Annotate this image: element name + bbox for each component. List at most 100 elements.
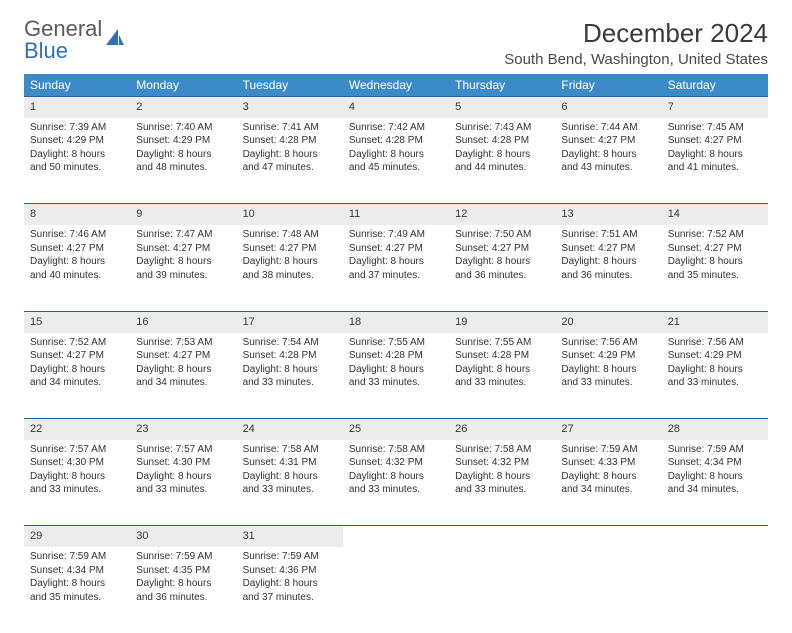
sunrise-text: Sunrise: 7:43 AM <box>455 121 549 135</box>
empty-cell <box>662 526 768 547</box>
day-number: 25 <box>349 423 361 435</box>
day-details-cell: Sunrise: 7:48 AMSunset: 4:27 PMDaylight:… <box>237 225 343 311</box>
day-number: 8 <box>30 208 36 220</box>
daylight-text: Daylight: 8 hours and 33 minutes. <box>243 470 337 497</box>
day-number-cell: 27 <box>555 419 661 440</box>
day-number-cell: 2 <box>130 97 236 118</box>
day-number-cell: 5 <box>449 97 555 118</box>
day-number: 13 <box>561 208 573 220</box>
day-details-cell: Sunrise: 7:57 AMSunset: 4:30 PMDaylight:… <box>24 440 130 526</box>
day-number: 14 <box>668 208 680 220</box>
day-details-cell: Sunrise: 7:58 AMSunset: 4:32 PMDaylight:… <box>449 440 555 526</box>
day-details-cell: Sunrise: 7:58 AMSunset: 4:32 PMDaylight:… <box>343 440 449 526</box>
day-number: 9 <box>136 208 142 220</box>
sunrise-text: Sunrise: 7:59 AM <box>668 443 762 457</box>
sunrise-text: Sunrise: 7:50 AM <box>455 228 549 242</box>
weekday-header: Monday <box>130 74 236 97</box>
sunrise-text: Sunrise: 7:47 AM <box>136 228 230 242</box>
daylight-text: Daylight: 8 hours and 37 minutes. <box>349 255 443 282</box>
sunset-text: Sunset: 4:29 PM <box>30 134 124 148</box>
sunset-text: Sunset: 4:28 PM <box>455 134 549 148</box>
sunset-text: Sunset: 4:29 PM <box>136 134 230 148</box>
sunrise-text: Sunrise: 7:59 AM <box>30 550 124 564</box>
sunrise-text: Sunrise: 7:39 AM <box>30 121 124 135</box>
sunrise-text: Sunrise: 7:48 AM <box>243 228 337 242</box>
day-details-cell: Sunrise: 7:52 AMSunset: 4:27 PMDaylight:… <box>662 225 768 311</box>
day-details-cell: Sunrise: 7:59 AMSunset: 4:33 PMDaylight:… <box>555 440 661 526</box>
sunset-text: Sunset: 4:34 PM <box>668 456 762 470</box>
sunset-text: Sunset: 4:35 PM <box>136 564 230 578</box>
day-number: 4 <box>349 101 355 113</box>
sunset-text: Sunset: 4:30 PM <box>136 456 230 470</box>
week-details-row: Sunrise: 7:52 AMSunset: 4:27 PMDaylight:… <box>24 333 768 419</box>
day-details-cell: Sunrise: 7:59 AMSunset: 4:34 PMDaylight:… <box>24 547 130 633</box>
day-number: 30 <box>136 530 148 542</box>
day-number-cell: 24 <box>237 419 343 440</box>
day-number: 20 <box>561 316 573 328</box>
sunset-text: Sunset: 4:28 PM <box>349 134 443 148</box>
day-number-cell: 31 <box>237 526 343 547</box>
daylight-text: Daylight: 8 hours and 44 minutes. <box>455 148 549 175</box>
day-details-cell: Sunrise: 7:51 AMSunset: 4:27 PMDaylight:… <box>555 225 661 311</box>
weekday-header: Tuesday <box>237 74 343 97</box>
sunset-text: Sunset: 4:27 PM <box>561 242 655 256</box>
week-details-row: Sunrise: 7:46 AMSunset: 4:27 PMDaylight:… <box>24 225 768 311</box>
empty-cell <box>449 547 555 633</box>
sunrise-text: Sunrise: 7:42 AM <box>349 121 443 135</box>
brand-part2: Blue <box>24 38 68 63</box>
week-daynum-row: 1234567 <box>24 97 768 118</box>
day-number: 18 <box>349 316 361 328</box>
day-number: 10 <box>243 208 255 220</box>
sunrise-text: Sunrise: 7:51 AM <box>561 228 655 242</box>
day-number-cell: 29 <box>24 526 130 547</box>
day-details-cell: Sunrise: 7:56 AMSunset: 4:29 PMDaylight:… <box>662 333 768 419</box>
sunset-text: Sunset: 4:36 PM <box>243 564 337 578</box>
day-details-cell: Sunrise: 7:43 AMSunset: 4:28 PMDaylight:… <box>449 118 555 204</box>
sunset-text: Sunset: 4:34 PM <box>30 564 124 578</box>
daylight-text: Daylight: 8 hours and 36 minutes. <box>561 255 655 282</box>
day-number-cell: 17 <box>237 311 343 332</box>
daylight-text: Daylight: 8 hours and 34 minutes. <box>30 363 124 390</box>
empty-cell <box>343 526 449 547</box>
sunrise-text: Sunrise: 7:52 AM <box>30 336 124 350</box>
sunset-text: Sunset: 4:28 PM <box>243 134 337 148</box>
sunrise-text: Sunrise: 7:59 AM <box>136 550 230 564</box>
day-number-cell: 9 <box>130 204 236 225</box>
daylight-text: Daylight: 8 hours and 38 minutes. <box>243 255 337 282</box>
day-number-cell: 11 <box>343 204 449 225</box>
sunrise-text: Sunrise: 7:55 AM <box>455 336 549 350</box>
sunset-text: Sunset: 4:32 PM <box>455 456 549 470</box>
day-number: 15 <box>30 316 42 328</box>
day-number: 29 <box>30 530 42 542</box>
day-number: 11 <box>349 208 360 220</box>
daylight-text: Daylight: 8 hours and 35 minutes. <box>668 255 762 282</box>
daylight-text: Daylight: 8 hours and 33 minutes. <box>349 470 443 497</box>
day-number-cell: 8 <box>24 204 130 225</box>
daylight-text: Daylight: 8 hours and 34 minutes. <box>561 470 655 497</box>
daylight-text: Daylight: 8 hours and 34 minutes. <box>136 363 230 390</box>
day-number-cell: 23 <box>130 419 236 440</box>
sunset-text: Sunset: 4:28 PM <box>349 349 443 363</box>
sunset-text: Sunset: 4:29 PM <box>668 349 762 363</box>
day-number: 16 <box>136 316 148 328</box>
brand-logo: General Blue <box>24 18 126 62</box>
day-number: 19 <box>455 316 467 328</box>
daylight-text: Daylight: 8 hours and 36 minutes. <box>455 255 549 282</box>
day-details-cell: Sunrise: 7:55 AMSunset: 4:28 PMDaylight:… <box>343 333 449 419</box>
day-details-cell: Sunrise: 7:54 AMSunset: 4:28 PMDaylight:… <box>237 333 343 419</box>
day-details-cell: Sunrise: 7:59 AMSunset: 4:35 PMDaylight:… <box>130 547 236 633</box>
weekday-header: Thursday <box>449 74 555 97</box>
sunset-text: Sunset: 4:31 PM <box>243 456 337 470</box>
day-details-cell: Sunrise: 7:45 AMSunset: 4:27 PMDaylight:… <box>662 118 768 204</box>
title-block: December 2024 South Bend, Washington, Un… <box>504 18 768 68</box>
weekday-header: Wednesday <box>343 74 449 97</box>
daylight-text: Daylight: 8 hours and 33 minutes. <box>30 470 124 497</box>
daylight-text: Daylight: 8 hours and 33 minutes. <box>561 363 655 390</box>
sunrise-text: Sunrise: 7:59 AM <box>561 443 655 457</box>
day-number-cell: 12 <box>449 204 555 225</box>
day-number: 27 <box>561 423 573 435</box>
sunrise-text: Sunrise: 7:41 AM <box>243 121 337 135</box>
day-number: 22 <box>30 423 42 435</box>
sunrise-text: Sunrise: 7:46 AM <box>30 228 124 242</box>
sunrise-text: Sunrise: 7:44 AM <box>561 121 655 135</box>
